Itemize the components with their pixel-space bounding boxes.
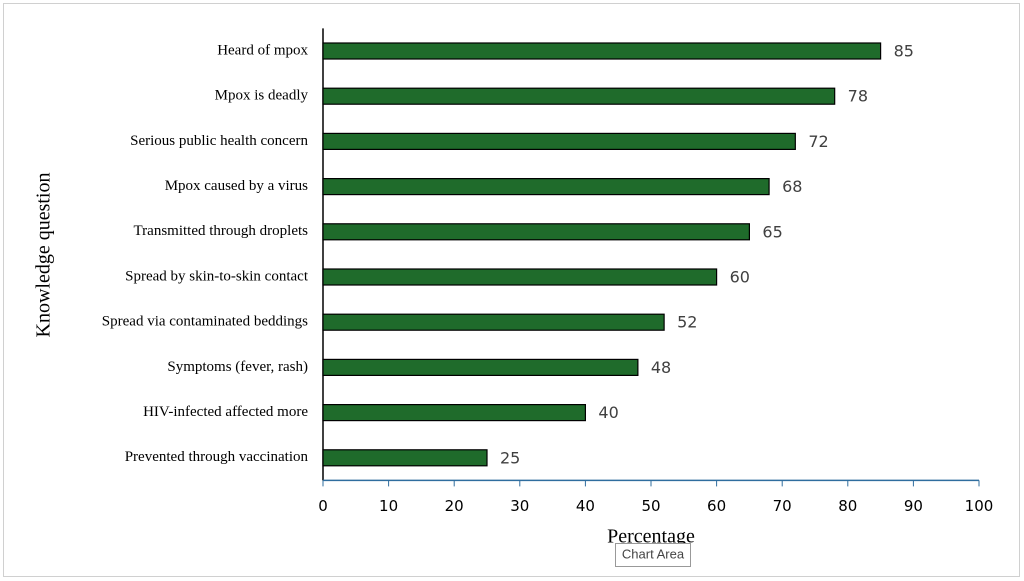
x-tick-label: 80 [838, 497, 857, 515]
value-label: 85 [894, 42, 914, 61]
value-label: 78 [848, 87, 868, 106]
value-label: 52 [677, 313, 697, 332]
bar [322, 268, 718, 286]
bar [322, 178, 770, 196]
bar [322, 449, 488, 467]
y-axis-title: Knowledge question [33, 173, 55, 338]
y-tick-label: Symptoms (fever, rash) [167, 359, 308, 375]
value-label: 65 [762, 222, 782, 241]
x-tick-label: 30 [510, 497, 529, 515]
value-label: 48 [651, 358, 671, 377]
x-tick-label: 100 [965, 497, 994, 515]
bar [322, 87, 836, 105]
y-tick-label: Mpox caused by a virus [165, 178, 308, 194]
x-tick-label: 70 [773, 497, 792, 515]
y-tick-label: Serious public health concern [130, 133, 308, 149]
y-tick-label: Spread by skin-to-skin contact [125, 268, 309, 284]
y-tick-label: Spread via contaminated beddings [102, 314, 308, 330]
y-tick-label: Heard of mpox [217, 42, 308, 58]
value-label: 25 [500, 448, 520, 467]
x-tick-label: 10 [379, 497, 398, 515]
x-tick-label: 50 [641, 497, 660, 515]
y-tick-label: Prevented through vaccination [125, 449, 309, 465]
y-tick-label: Transmitted through droplets [134, 223, 309, 239]
x-axis-title: Percentage [607, 526, 695, 548]
y-tick-label: Mpox is deadly [215, 88, 309, 104]
bar [322, 358, 639, 376]
bar [322, 404, 586, 422]
bar [322, 223, 750, 241]
x-tick-label: 60 [707, 497, 726, 515]
bar [322, 42, 882, 60]
value-label: 60 [730, 268, 750, 287]
x-tick-label: 0 [318, 497, 328, 515]
bar [322, 313, 665, 331]
x-tick-label: 20 [445, 497, 464, 515]
y-tick-label: HIV-infected affected more [143, 404, 308, 420]
tooltip-box [615, 543, 691, 567]
value-label: 68 [782, 177, 802, 196]
x-tick-label: 40 [576, 497, 595, 515]
value-label: 72 [808, 132, 828, 151]
bar [322, 132, 796, 150]
value-label: 40 [598, 403, 618, 422]
tooltip: Chart Area [622, 546, 685, 561]
x-tick-label: 90 [904, 497, 923, 515]
